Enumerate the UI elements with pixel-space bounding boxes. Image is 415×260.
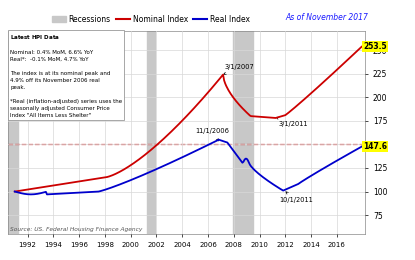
Text: 147.6: 147.6 <box>363 142 387 151</box>
Bar <box>147 31 156 234</box>
Text: 11/1/2006: 11/1/2006 <box>195 128 229 141</box>
Text: $\bf{Latest\ HPI\ Data}$

Nominal: 0.4% MoM, 6.6% YoY
Real*:  -0.1% MoM, 4.7% Yo: $\bf{Latest\ HPI\ Data}$ Nominal: 0.4% M… <box>10 33 122 118</box>
Legend: Recessions, Nominal Index, Real Index: Recessions, Nominal Index, Real Index <box>49 12 254 27</box>
Text: As of November 2017: As of November 2017 <box>286 13 369 22</box>
Text: 253.5: 253.5 <box>363 42 386 51</box>
Text: 10/1/2011: 10/1/2011 <box>279 192 313 203</box>
Text: 3/1/2007: 3/1/2007 <box>224 64 254 74</box>
Bar <box>233 31 253 234</box>
Text: Source: US. Federal Housing Finance Agency: Source: US. Federal Housing Finance Agen… <box>10 227 142 232</box>
Bar <box>8 31 18 234</box>
Text: 3/1/2011: 3/1/2011 <box>276 117 308 127</box>
